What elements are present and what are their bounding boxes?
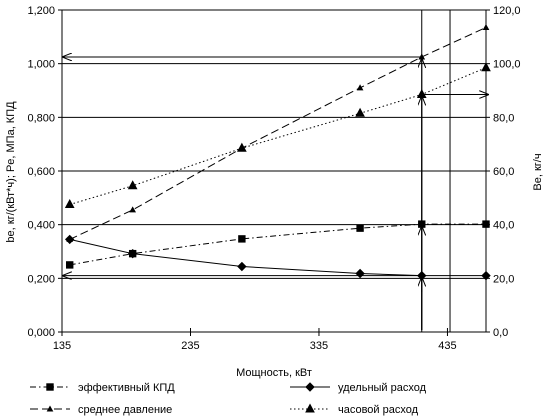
data-point (66, 261, 74, 269)
data-point (355, 268, 365, 279)
data-point (66, 235, 74, 242)
series-line (69, 26, 487, 240)
data-point (127, 248, 138, 259)
data-point (355, 107, 365, 117)
x-tick-label: 435 (438, 340, 456, 352)
y-tick-label-left: 0,600 (27, 166, 55, 178)
x-tick-label: 135 (53, 340, 71, 352)
data-point (237, 261, 247, 272)
data-point (416, 88, 427, 99)
x-tick-label: 335 (310, 340, 328, 352)
data-point (238, 235, 246, 243)
data-point (305, 382, 315, 392)
data-point (305, 403, 315, 413)
data-point (129, 206, 137, 213)
data-point (237, 142, 247, 152)
y-axis-label-left: bе, кг/(кВт*ч); Pе, МПа, КПД (5, 101, 17, 243)
legend-label: среднее давление (78, 404, 172, 416)
y-tick-label-right: 0,0 (493, 327, 508, 339)
data-point (356, 84, 364, 91)
data-point (417, 270, 427, 281)
y-tick-label-right: 80,0 (493, 112, 514, 124)
series-group (64, 23, 491, 281)
y-tick-label-right: 40,0 (493, 220, 514, 232)
data-point (482, 23, 490, 30)
y-tick-label-right: 120,0 (493, 5, 521, 17)
y-tick-label-left: 0,800 (27, 112, 55, 124)
y-tick-label-right: 100,0 (493, 59, 521, 71)
gridlines (62, 63, 486, 279)
data-point (64, 198, 75, 209)
axes: 0,000 0,200 0,400 0,600 0,800 1,000 1,200 0,0 20… (27, 5, 520, 352)
data-point (418, 53, 426, 60)
data-point (127, 180, 138, 190)
x-axis-label: Мощность, кВт (236, 367, 312, 379)
y-tick-label-left: 0,000 (27, 327, 55, 339)
legend-label: эффективный КПД (78, 382, 175, 394)
series-line (69, 67, 487, 206)
series-line (69, 223, 486, 266)
y-tick-label-left: 1,000 (27, 59, 55, 71)
x-tick-label: 235 (181, 340, 199, 352)
data-point (418, 220, 426, 228)
y-tick-label-right: 20,0 (493, 273, 514, 285)
data-point (481, 270, 491, 281)
legend: эффективный КПД удельный расход среднее да… (30, 382, 427, 416)
data-point (481, 62, 491, 72)
data-point (482, 220, 490, 228)
legend-label: часовой расход (338, 404, 419, 416)
y-tick-label-right: 60,0 (493, 166, 514, 178)
y-tick-label-left: 0,200 (27, 273, 55, 285)
y-tick-label-left: 1,200 (27, 5, 55, 17)
series-line (69, 238, 486, 277)
data-point (46, 383, 54, 391)
y-axis-label-right: Bе, кг/ч (532, 153, 544, 190)
data-point (356, 224, 364, 232)
y-tick-label-left: 0,400 (27, 220, 55, 232)
legend-label: удельный расход (338, 382, 427, 394)
data-point (46, 405, 54, 412)
